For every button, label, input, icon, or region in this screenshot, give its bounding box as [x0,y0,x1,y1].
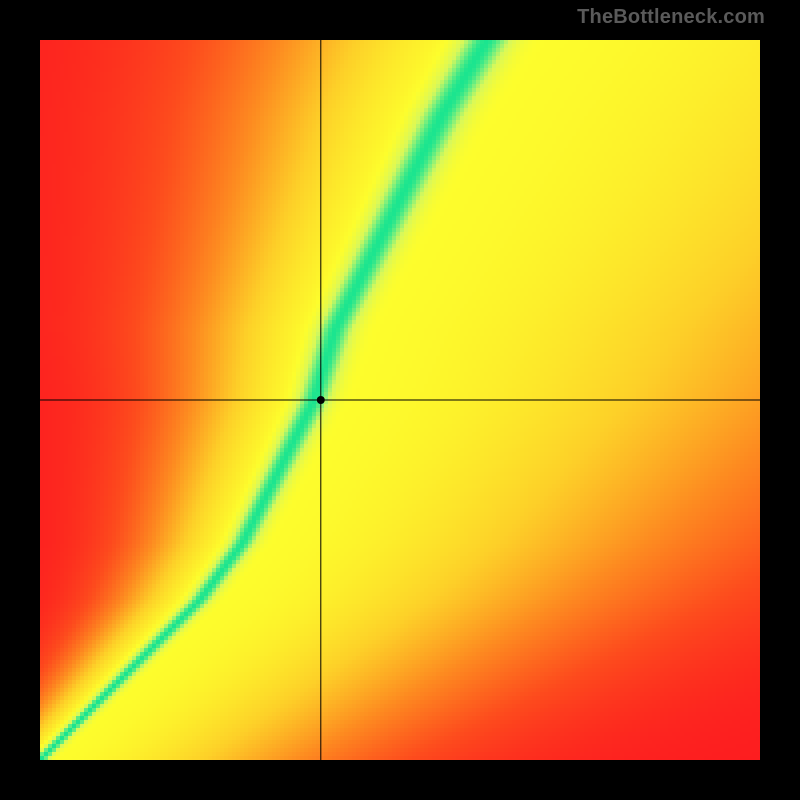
watermark-text: TheBottleneck.com [577,6,765,29]
heatmap-canvas [40,40,760,760]
chart-container: TheBottleneck.com [0,0,800,800]
